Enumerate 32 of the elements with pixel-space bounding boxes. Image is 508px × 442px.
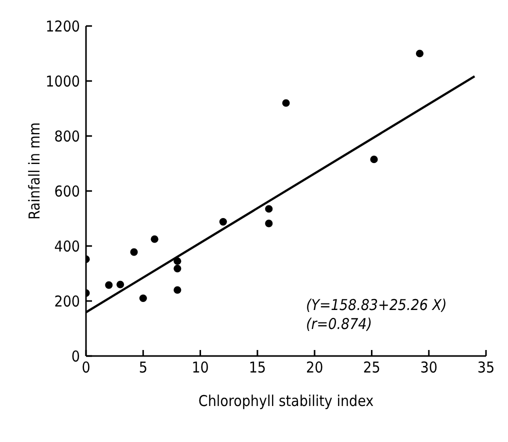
x-tick-label: 5: [138, 358, 148, 377]
point: [174, 286, 182, 294]
annotation: (Y=158.83+25.26 X): [306, 296, 447, 315]
x-axis-title: Chlorophyll stability index: [198, 392, 374, 410]
x-tick-label: 20: [306, 358, 324, 377]
point: [416, 50, 424, 58]
x-tick-label: 10: [192, 358, 209, 377]
point: [282, 99, 290, 107]
point: [174, 257, 182, 265]
x-tick-label: 35: [477, 358, 495, 377]
point: [219, 218, 227, 226]
annotation: (r=0.874): [306, 315, 374, 334]
x-tick-label: 25: [363, 358, 380, 377]
point: [265, 220, 273, 228]
point: [174, 264, 182, 272]
y-tick-label: 0: [71, 347, 80, 366]
y-axis-title: Rainfall in mm: [25, 122, 44, 220]
point: [150, 235, 158, 243]
y-tick-label: 1200: [46, 17, 80, 36]
x-tick-label: 30: [420, 358, 438, 377]
point: [105, 281, 113, 289]
y-tick-label: 600: [54, 182, 80, 200]
y-tick-label: 400: [54, 237, 80, 256]
y-tick-label: 800: [54, 127, 80, 146]
x-tick-label: 15: [248, 358, 266, 377]
point: [139, 294, 147, 302]
y-tick-label: 1000: [46, 72, 80, 90]
point: [116, 280, 124, 288]
point: [370, 156, 378, 164]
y-tick-label: 200: [54, 292, 80, 310]
point: [130, 248, 138, 256]
point: [265, 205, 273, 213]
